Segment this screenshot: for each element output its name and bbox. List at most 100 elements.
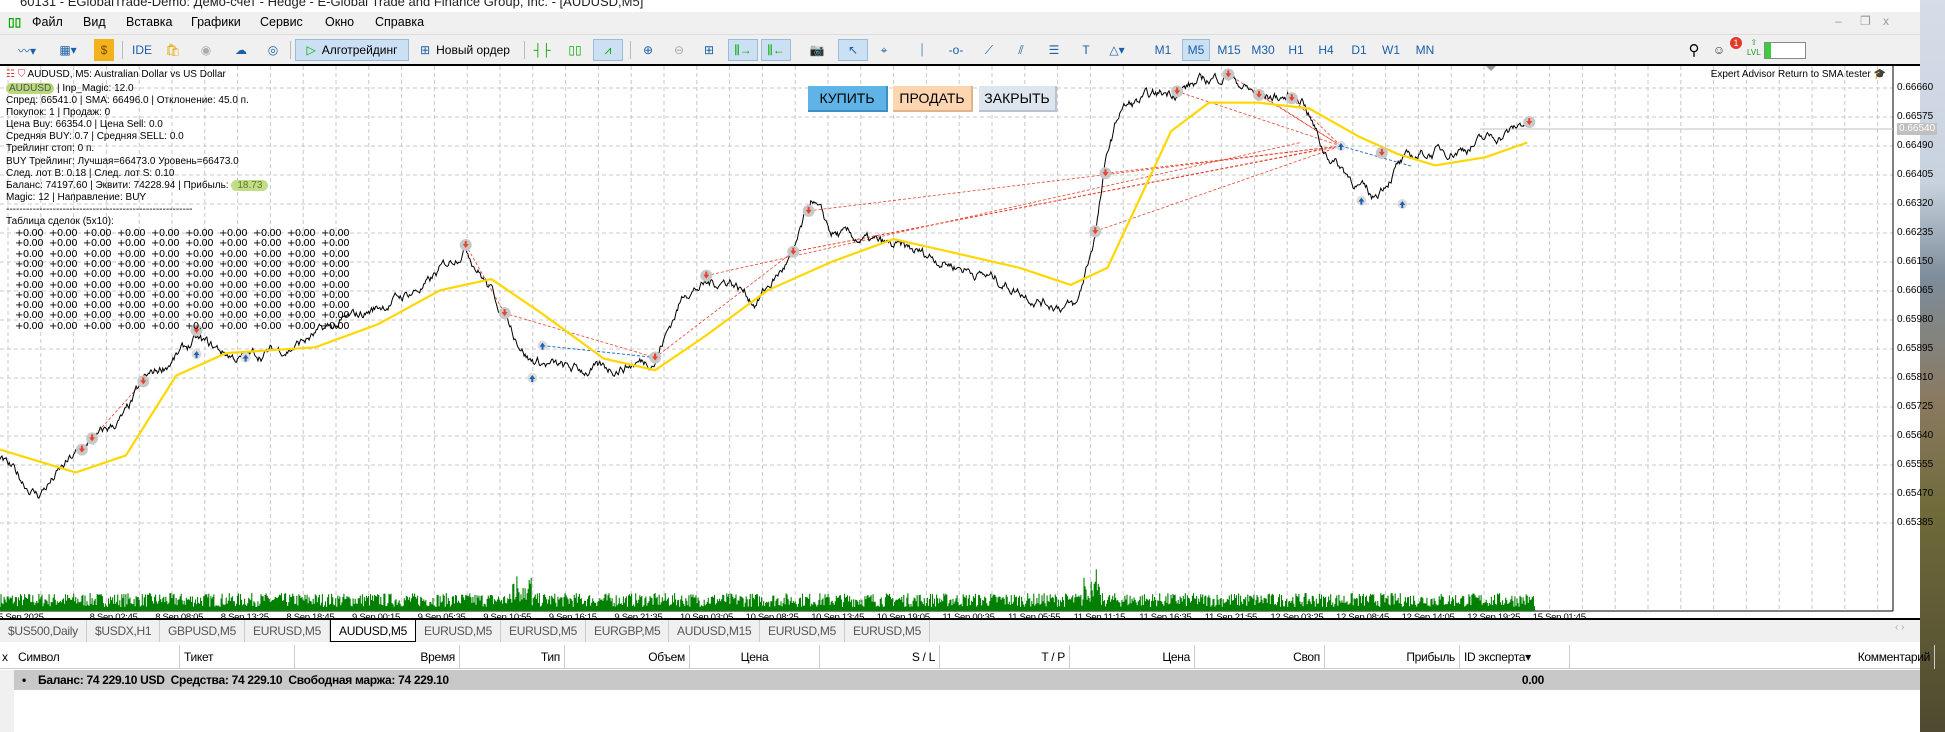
tf-mn[interactable]: MN (1415, 43, 1435, 57)
chart-window[interactable]: ☷ ⛉ AUDUSD, M5: Australian Dollar vs US … (0, 64, 1938, 623)
column-header[interactable]: Тикет (180, 645, 295, 669)
column-header[interactable]: Цена (1070, 645, 1195, 669)
bar-chart-icon[interactable]: ┤├ (533, 43, 551, 57)
column-header[interactable]: Тип (460, 645, 565, 669)
level-icon[interactable]: ⇧ LVL (1747, 38, 1761, 57)
chart-tab[interactable]: EURUSD,M5 (245, 620, 330, 642)
deal-cell: +0.00 (151, 279, 180, 291)
chart-tab[interactable]: GBPUSD,M5 (160, 620, 245, 642)
vertical-line-icon[interactable]: ⏐ (918, 42, 926, 57)
tf-h4[interactable]: H4 (1318, 43, 1334, 57)
algotrading-button[interactable]: ▷ Алготрейдинг (295, 39, 409, 61)
trade-line (706, 142, 1301, 277)
sell-arrow-icon (652, 353, 659, 361)
deal-cell: +0.00 (117, 228, 146, 239)
column-header[interactable]: Объем (565, 645, 690, 669)
ea-label[interactable]: Expert Advisor Return to SMA tester 🎓 (1711, 69, 1886, 81)
fibonacci-icon[interactable]: ☰ (1048, 43, 1060, 57)
shapes-icon[interactable]: △▾ (1109, 43, 1125, 57)
column-header[interactable]: Прибыль (1325, 645, 1460, 669)
buy-button[interactable]: КУПИТЬ (808, 86, 888, 112)
column-header[interactable]: Цена (690, 645, 820, 669)
toolbar-separator (122, 41, 123, 59)
chart-tab[interactable]: EURUSD,M5 (501, 620, 586, 642)
chart-tab[interactable]: AUDUSD,M5 (330, 620, 416, 642)
search-icon[interactable]: ⚲ (1688, 42, 1700, 59)
crosshair-icon[interactable]: ⌖ (880, 42, 888, 57)
channel-icon[interactable]: ⫽ (1018, 42, 1024, 57)
line-chart-icon[interactable]: ⩘ (593, 39, 623, 61)
price-tick: 0.66405 (1897, 169, 1934, 180)
chart-tab[interactable]: EURUSD,M5 (760, 620, 845, 642)
column-header[interactable]: Комментарий (1570, 645, 1935, 669)
signals-icon[interactable]: ◉ (200, 43, 212, 57)
horizontal-line-icon[interactable]: -o- (948, 43, 964, 57)
text-icon[interactable]: T (1082, 43, 1090, 57)
deal-cell: +0.00 (83, 300, 112, 312)
column-header[interactable]: T / P (940, 645, 1070, 669)
menu-window[interactable]: Окно (325, 15, 355, 29)
child-restore-button[interactable]: ❐ (1860, 14, 1871, 28)
indicators-icon[interactable]: ▦▾ (59, 43, 77, 57)
menu-insert[interactable]: Вставка (126, 15, 173, 29)
tf-m15[interactable]: M15 (1217, 43, 1241, 57)
column-header[interactable]: Символ (14, 645, 180, 669)
trade-line (808, 145, 1341, 212)
ide-button[interactable]: IDE (131, 43, 152, 57)
chart-tab[interactable]: AUDUSD,M15 (669, 620, 761, 642)
deal-cell: +0.00 (185, 258, 214, 270)
deal-cell: +0.00 (219, 289, 248, 301)
total-profit: 0.00 (1521, 673, 1544, 687)
chart-type-icon[interactable]: 〰▾ (17, 43, 37, 58)
candlestick-icon[interactable]: ▯▯ (568, 43, 582, 57)
menu-help[interactable]: Справка (375, 15, 425, 29)
market-icon[interactable]: 🛍 (165, 43, 181, 57)
tf-w1[interactable]: W1 (1382, 43, 1400, 57)
column-header[interactable]: Время (295, 645, 460, 669)
menu-view[interactable]: Вид (83, 15, 106, 29)
tf-h1[interactable]: H1 (1288, 43, 1304, 57)
menu-tools[interactable]: Сервис (260, 15, 303, 29)
zoom-out-icon[interactable]: ⊖ (673, 43, 685, 57)
new-order-button[interactable]: ⊞ Новый ордер (413, 39, 517, 61)
screenshot-icon[interactable]: 📷 (809, 43, 825, 57)
tf-m1[interactable]: M1 (1154, 43, 1172, 57)
vps-cloud-icon[interactable]: ☁ (235, 43, 247, 57)
chart-tab[interactable]: $US500,Daily (0, 620, 87, 642)
chart-tab[interactable]: EURGBP,M5 (586, 620, 670, 642)
zoom-in-icon[interactable]: ⊕ (642, 43, 654, 57)
chart-tab[interactable]: EURUSD,M5 (416, 620, 501, 642)
autoscroll-icon[interactable]: ⫼→ (728, 39, 758, 61)
cursor-icon[interactable]: ↖ (838, 39, 868, 61)
price-tick: 0.66150 (1897, 256, 1934, 267)
child-close-button[interactable]: x (1883, 14, 1889, 28)
tab-scroll-arrows[interactable]: ‹ › (1895, 622, 1905, 633)
time-tick: 10 Sep 13:45 (811, 612, 864, 623)
sell-button[interactable]: ПРОДАТЬ (893, 86, 973, 112)
chart-tab[interactable]: EURUSD,M5 (845, 620, 930, 642)
tf-m5[interactable]: M5 (1182, 39, 1210, 61)
child-minimize-button[interactable]: – (1835, 14, 1842, 28)
menu-file[interactable]: Файл (32, 15, 63, 29)
menu-charts[interactable]: Графики (191, 15, 241, 29)
deal-cell: +0.00 (15, 238, 44, 250)
dollar-icon[interactable]: $ (94, 39, 114, 61)
column-header[interactable]: S / L (820, 645, 940, 669)
column-header[interactable]: ID эксперта ▾ (1460, 645, 1570, 669)
tile-windows-icon[interactable]: ⊞ (703, 43, 715, 57)
community-icon[interactable]: ◎ (267, 43, 279, 57)
trade-table-header: x Символ Тикет Время Тип Объем Цена S / L T / P… (0, 645, 1935, 669)
close-panel-icon[interactable]: x (2, 650, 8, 664)
column-header[interactable]: Своп (1195, 645, 1325, 669)
tf-d1[interactable]: D1 (1351, 43, 1367, 57)
trade-line (504, 312, 656, 358)
account-icon[interactable]: ☺ (1712, 43, 1726, 57)
trendline-icon[interactable]: ⟋ (984, 42, 994, 57)
chart-shift-icon[interactable]: ⫼← (761, 39, 791, 61)
close-button[interactable]: ЗАКРЫТЬ (979, 86, 1057, 112)
price-chart[interactable] (0, 66, 1920, 620)
toolbar-separator (290, 41, 291, 59)
tf-m30[interactable]: M30 (1251, 43, 1275, 57)
chart-tab[interactable]: $USDX,H1 (87, 620, 161, 642)
deal-cell: +0.00 (83, 269, 112, 281)
